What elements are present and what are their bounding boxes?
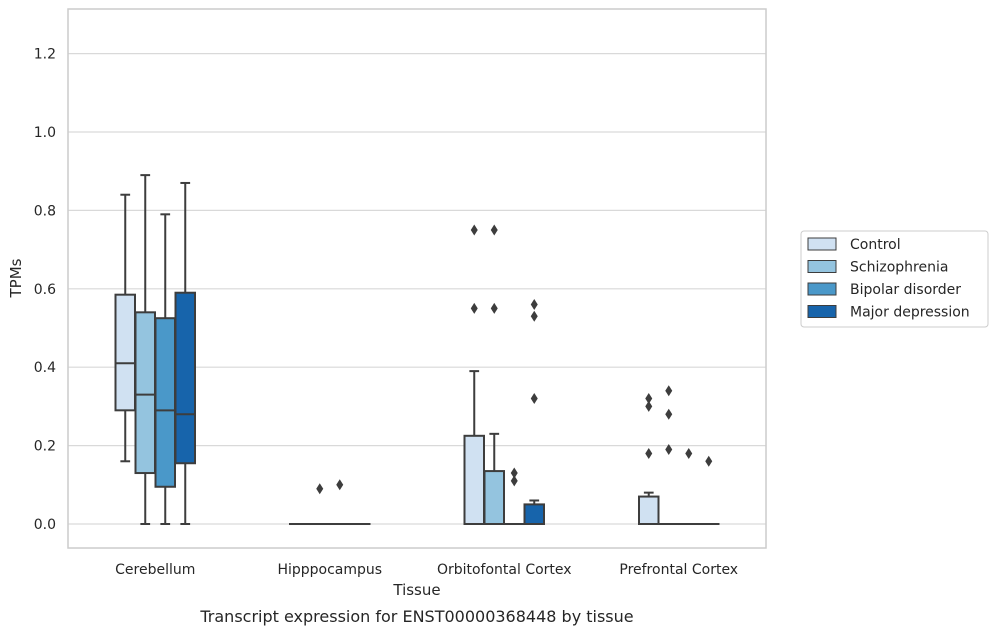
outlier-point bbox=[336, 479, 343, 490]
outlier-point bbox=[491, 225, 498, 236]
outlier-point bbox=[471, 225, 478, 236]
outlier-point bbox=[491, 303, 498, 314]
legend-swatch bbox=[808, 283, 836, 295]
box-iqr bbox=[136, 312, 156, 473]
box-0-3 bbox=[639, 393, 659, 524]
outlier-point bbox=[665, 409, 672, 420]
y-tick-label: 1.0 bbox=[34, 125, 56, 141]
outlier-point bbox=[705, 456, 712, 467]
y-tick-label: 0.6 bbox=[34, 282, 56, 298]
outlier-point bbox=[645, 401, 652, 412]
box-0-0 bbox=[116, 0, 136, 461]
legend-label: Bipolar disorder bbox=[850, 282, 961, 298]
y-tick-labels: 0.00.20.40.60.81.01.21.4 bbox=[34, 0, 56, 533]
box-3-3 bbox=[699, 456, 719, 524]
legend-label: Control bbox=[850, 237, 901, 253]
box-2-1 bbox=[330, 479, 350, 524]
box-2-2 bbox=[505, 468, 525, 524]
box-1-1 bbox=[310, 483, 330, 524]
legend-swatch bbox=[808, 306, 836, 318]
x-tick-label: Orbitofontal Cortex bbox=[437, 562, 572, 578]
x-tick-label: Prefrontal Cortex bbox=[619, 562, 738, 578]
box-iqr bbox=[485, 471, 505, 524]
x-tick-label: Cerebellum bbox=[115, 562, 195, 578]
outlier-point bbox=[531, 393, 538, 404]
box-3-0 bbox=[176, 183, 196, 524]
box-iqr bbox=[465, 436, 485, 524]
y-tick-label: 0.4 bbox=[34, 360, 56, 376]
outlier-point bbox=[685, 448, 692, 459]
y-tick-label: 1.2 bbox=[34, 47, 56, 63]
box-1-0 bbox=[136, 175, 156, 524]
box-iqr bbox=[116, 295, 136, 411]
box-2-0 bbox=[156, 214, 176, 524]
box-iqr bbox=[156, 318, 176, 487]
outlier-point bbox=[645, 448, 652, 459]
box-iqr bbox=[525, 504, 545, 524]
box-1-2 bbox=[485, 225, 505, 525]
y-tick-label: 0.2 bbox=[34, 439, 56, 455]
outlier-point bbox=[316, 483, 323, 494]
y-axis-label: TPMs bbox=[7, 258, 25, 298]
outlier-point bbox=[511, 475, 518, 486]
outlier-point bbox=[471, 303, 478, 314]
legend-label: Major depression bbox=[850, 305, 970, 321]
box-2-3 bbox=[679, 448, 699, 524]
legend-label: Schizophrenia bbox=[850, 260, 948, 276]
outlier-point bbox=[531, 299, 538, 310]
legend-swatch bbox=[808, 238, 836, 250]
legend: Control Schizophrenia Bipolar disorder Majo… bbox=[801, 231, 988, 327]
y-tick-label: 0.0 bbox=[34, 517, 56, 533]
box-iqr bbox=[639, 497, 659, 524]
x-tick-labels: Cerebellum Hipppocampus Orbitofontal Corte… bbox=[115, 562, 738, 578]
box-iqr bbox=[176, 293, 196, 464]
x-axis-label: Tissue bbox=[392, 581, 440, 599]
outlier-point bbox=[665, 385, 672, 396]
box-3-2 bbox=[525, 299, 545, 524]
chart-caption: Transcript expression for ENST0000036844… bbox=[199, 607, 633, 626]
x-tick-label: Hipppocampus bbox=[277, 562, 382, 578]
legend-swatch bbox=[808, 261, 836, 273]
y-tick-label: 0.8 bbox=[34, 203, 56, 219]
outlier-point bbox=[531, 311, 538, 322]
box-0-2 bbox=[465, 225, 485, 525]
